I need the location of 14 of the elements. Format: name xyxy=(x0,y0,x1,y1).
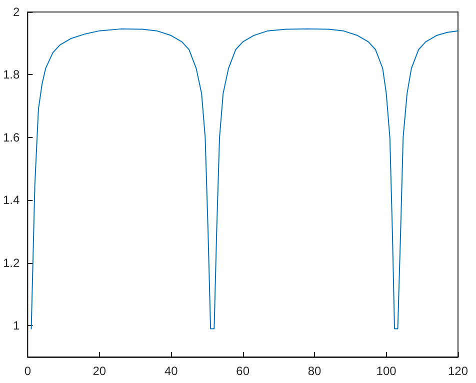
x-tick-label: 80 xyxy=(308,364,322,378)
y-tick-label: 1.8 xyxy=(2,68,20,82)
line-series xyxy=(30,28,458,330)
y-tick-label: 2 xyxy=(12,5,20,19)
x-tick-label: 60 xyxy=(236,364,250,378)
y-tick-label: 1.2 xyxy=(2,256,20,270)
x-tick-label: 0 xyxy=(24,364,32,378)
x-tick-label: 100 xyxy=(376,364,397,378)
y-tick-label: 1 xyxy=(12,318,20,333)
x-tick-label: 120 xyxy=(448,364,468,378)
x-tick-label: 40 xyxy=(164,364,178,378)
y-tick-label: 1.4 xyxy=(2,193,20,208)
x-tick-label: 20 xyxy=(92,364,106,378)
y-tick-label: 1.6 xyxy=(2,130,20,144)
